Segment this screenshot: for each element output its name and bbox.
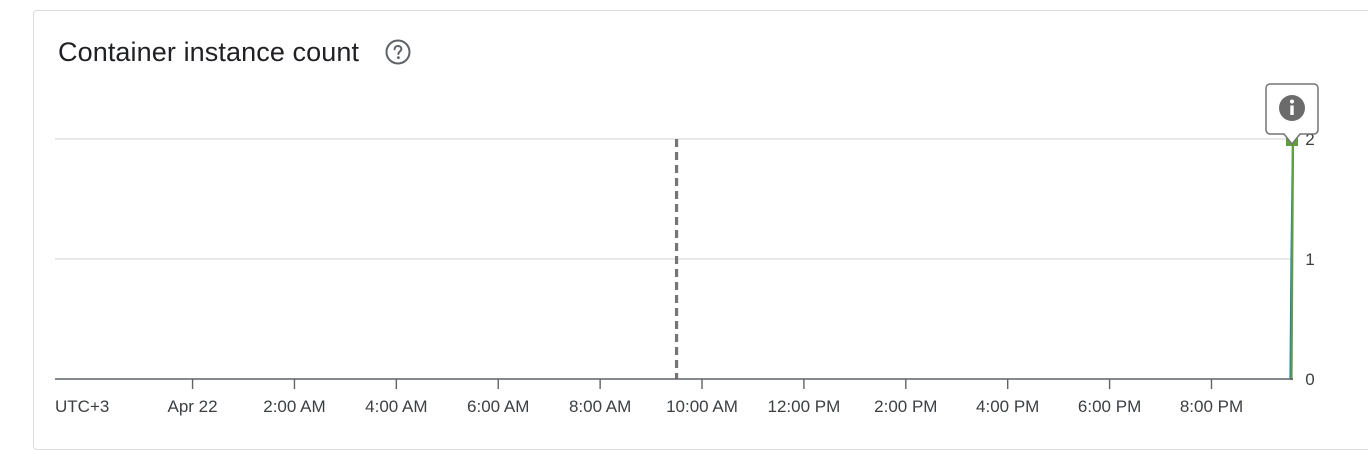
- chart-plot: UTC+3 Apr 22 2:00 AM 4:00 AM 6:00 AM 8:00 AM 1…: [0, 0, 1368, 436]
- timezone-label: UTC+3: [55, 397, 109, 416]
- x-tick-label: 6:00 PM: [1078, 397, 1141, 416]
- x-tick-label: Apr 22: [168, 397, 218, 416]
- x-tick-label: 4:00 AM: [365, 397, 427, 416]
- x-tick-label: 2:00 PM: [874, 397, 937, 416]
- x-tick-label: 10:00 AM: [666, 397, 738, 416]
- info-icon-dot: [1290, 100, 1294, 104]
- info-icon-stem: [1290, 106, 1293, 116]
- y-axis-labels: 012: [1305, 130, 1314, 389]
- grid-lines: [55, 139, 1293, 259]
- x-tick-label: 12:00 PM: [768, 397, 841, 416]
- x-tick-label: 4:00 PM: [976, 397, 1039, 416]
- y-tick-label: 1: [1305, 250, 1314, 269]
- x-tick-label: 8:00 AM: [569, 397, 631, 416]
- y-tick-label: 0: [1305, 370, 1314, 389]
- x-tick-label: 2:00 AM: [263, 397, 325, 416]
- x-tick-label: 8:00 PM: [1180, 397, 1243, 416]
- x-tick-label: 6:00 AM: [467, 397, 529, 416]
- x-axis: UTC+3 Apr 22 2:00 AM 4:00 AM 6:00 AM 8:00 AM 1…: [55, 379, 1293, 416]
- series-lines: [1286, 132, 1298, 379]
